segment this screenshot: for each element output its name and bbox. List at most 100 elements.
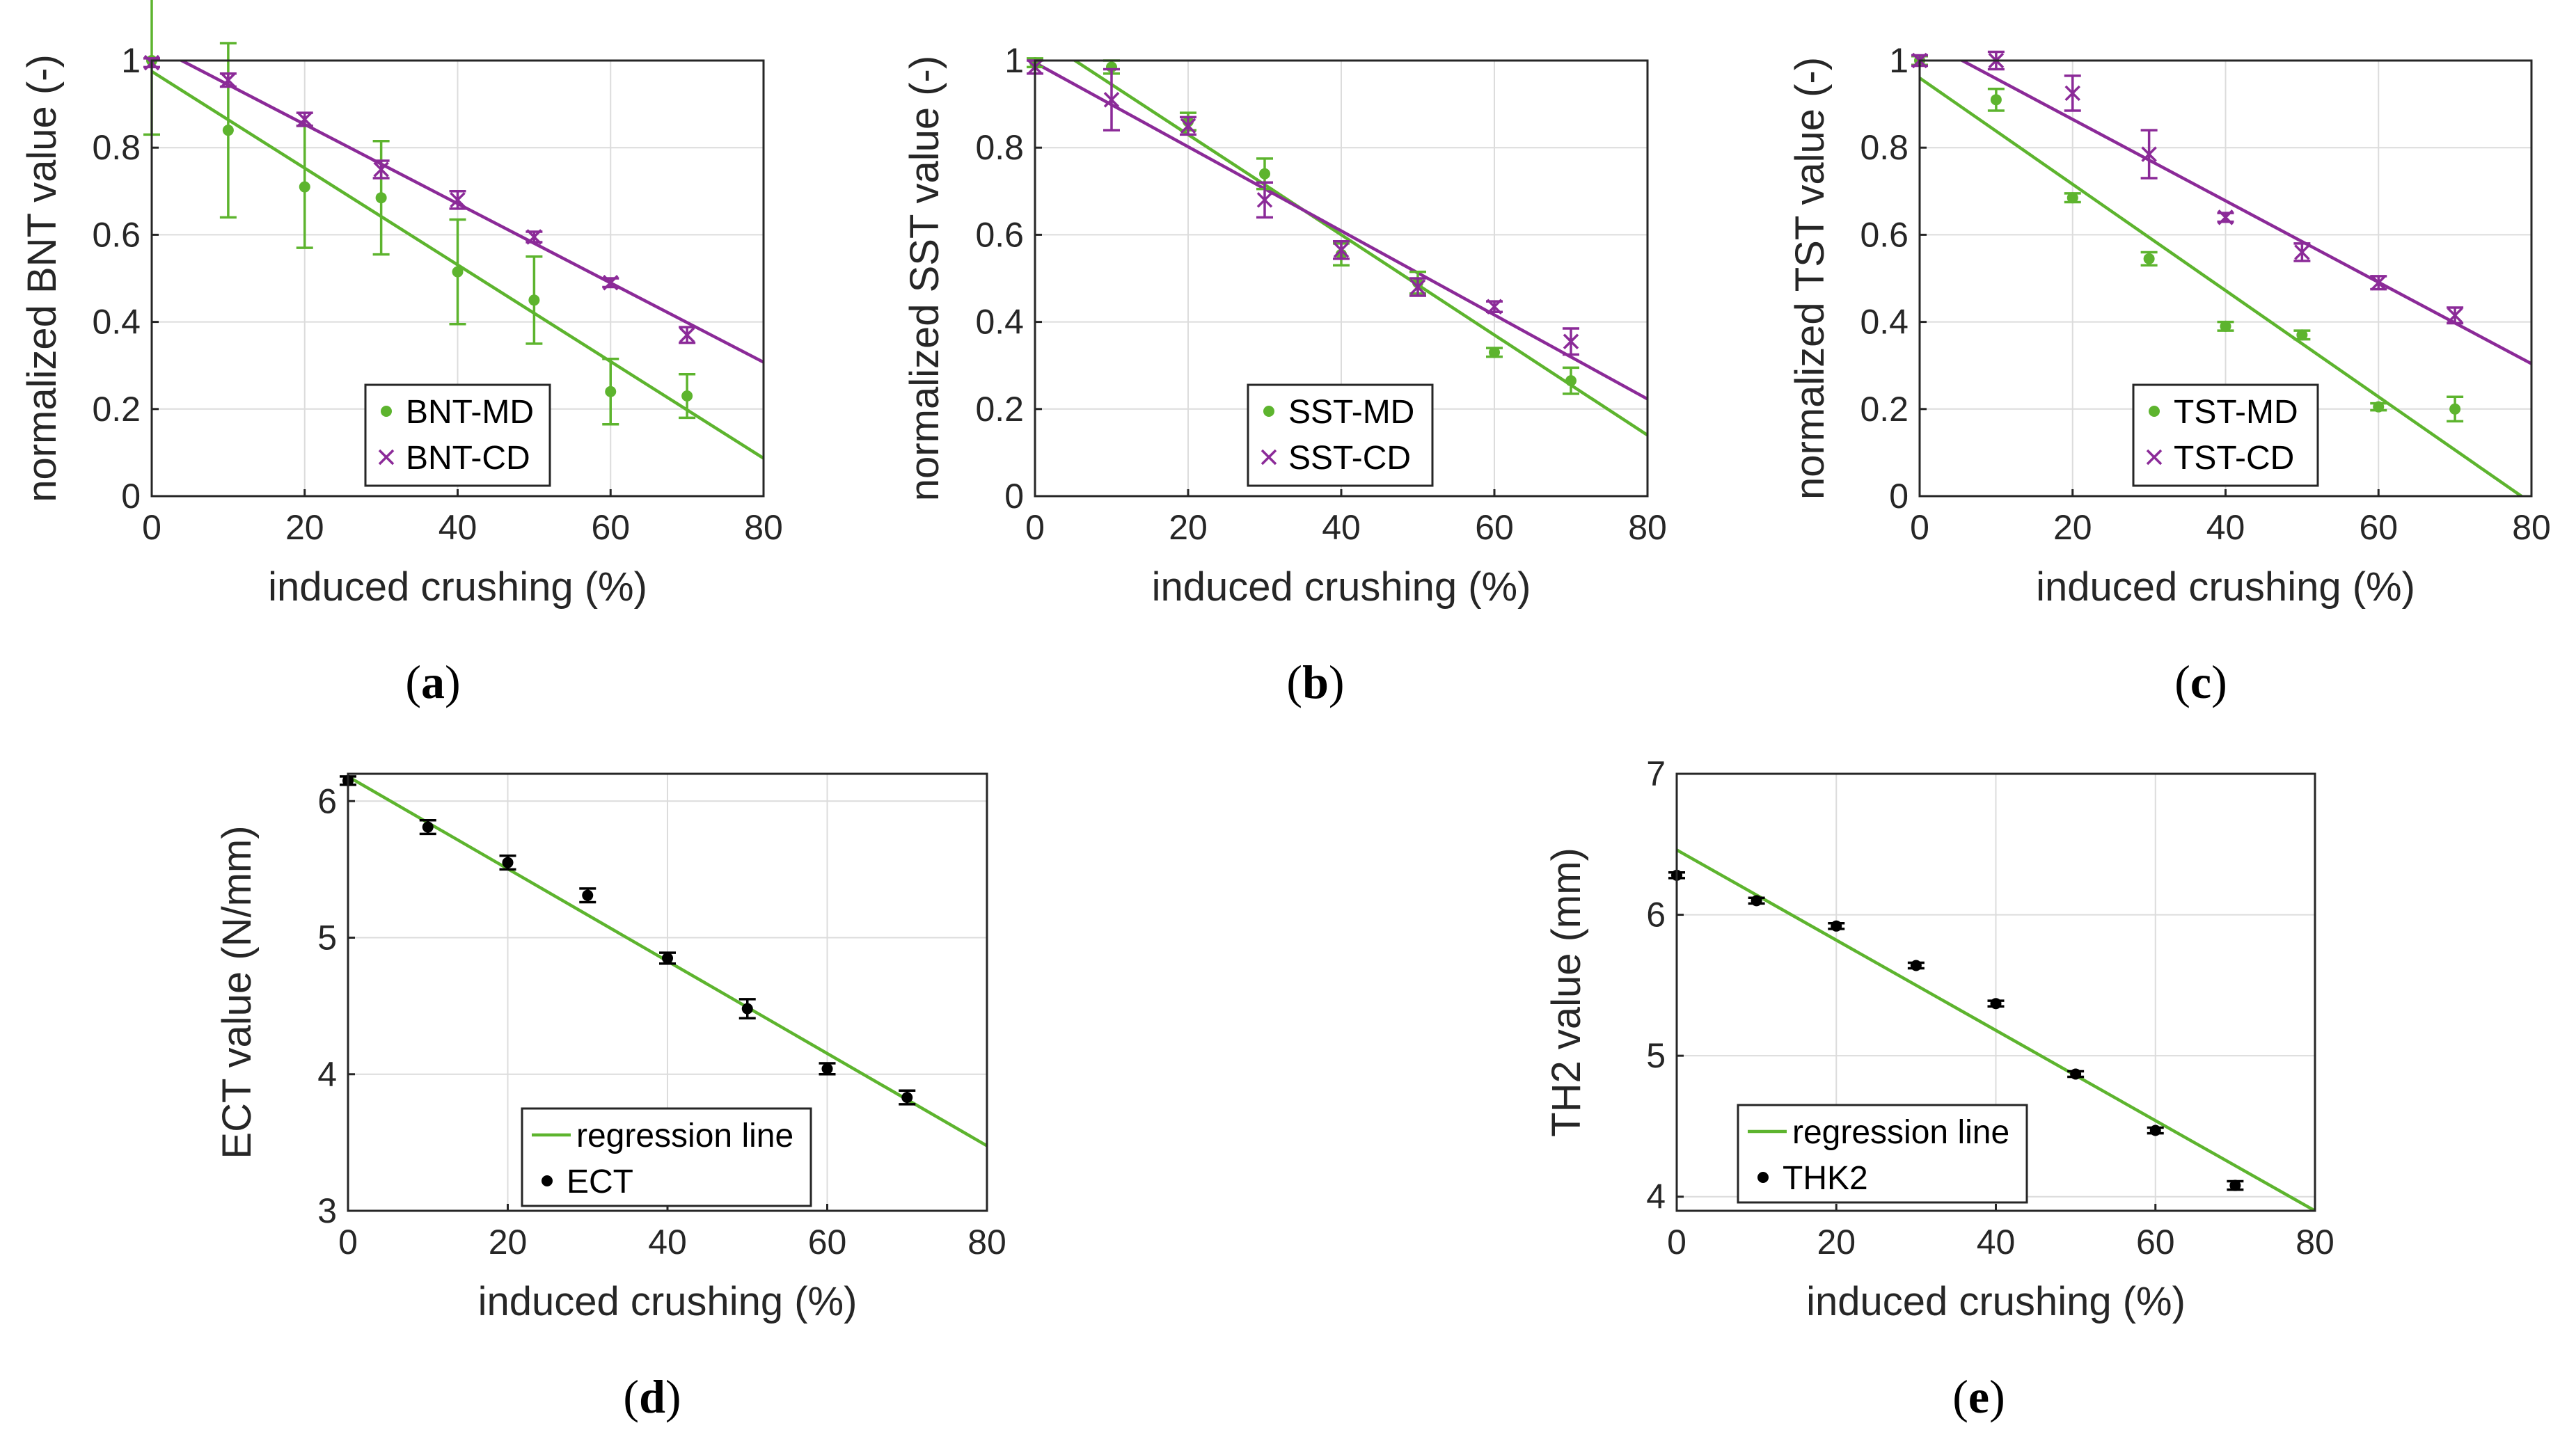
data-point-x-stroke <box>679 327 695 343</box>
data-point <box>1910 960 1922 971</box>
data-point <box>422 821 434 833</box>
data-point-x-stroke <box>2141 146 2157 162</box>
fit-line-tst-md <box>1920 77 2524 496</box>
panel-label-c: (c) <box>2174 656 2227 708</box>
legend-box <box>1737 1104 2028 1204</box>
x-tick-label: 80 <box>744 508 783 547</box>
data-point <box>1831 920 1842 932</box>
data-point-x-stroke <box>220 72 237 88</box>
chart-panel-e: 0 20 40 60 80 4 5 6 7 induced crushing (%) TH2 val… <box>1544 754 2334 1324</box>
data-point <box>1333 242 1350 258</box>
data-point <box>450 192 466 208</box>
x-tick-label: 0 <box>1667 1223 1686 1262</box>
fit-line-tst-cd <box>1959 61 2531 365</box>
data-point-x-stroke <box>2371 275 2387 291</box>
legend-entry: SST-MD <box>1263 394 1414 431</box>
y-tick-label: 0.2 <box>92 390 141 429</box>
data-point-x-stroke <box>373 161 389 177</box>
legend-label: BNT-MD <box>406 394 534 431</box>
legend-box <box>2132 383 2319 487</box>
legend-dot-swatch <box>1757 1172 1769 1183</box>
fit-lines <box>1035 61 1647 437</box>
y-tick-label: 5 <box>1646 1036 1666 1075</box>
x-axis-label: induced crushing (%) <box>268 564 647 610</box>
legend-box <box>1247 383 1434 487</box>
data-point <box>1103 92 1120 108</box>
data-point-x-stroke <box>1409 279 1426 295</box>
data-point <box>1751 895 1762 907</box>
x-tick-label: 80 <box>2512 508 2551 547</box>
legend-label: ECT <box>567 1163 633 1200</box>
x-tick-label: 60 <box>591 508 630 547</box>
data-point <box>1486 299 1503 315</box>
fit-line-sst-md <box>1072 61 1647 437</box>
legend-label: regression line <box>1792 1114 2009 1151</box>
data-point <box>2064 85 2080 102</box>
panel-label-e: (e) <box>1952 1370 2005 1423</box>
x-tick-label: 40 <box>2206 508 2245 547</box>
y-tick-label: 0 <box>1004 477 1024 516</box>
x-tick-label: 20 <box>285 508 324 547</box>
legend-label: TST-MD <box>2174 394 2298 431</box>
fit-lines <box>1920 61 2531 496</box>
legend-entry: THK2 <box>1757 1160 1868 1197</box>
y-tick-label: 0.2 <box>1860 390 1909 429</box>
x-axis-label: induced crushing (%) <box>478 1279 858 1324</box>
data-point-x-stroke <box>603 275 619 291</box>
data-point <box>2143 253 2155 264</box>
x-tick-label: 20 <box>1169 508 1208 547</box>
data-point <box>603 275 619 291</box>
data-point <box>1565 375 1577 387</box>
data-point <box>1259 168 1270 180</box>
regression-line <box>1677 848 2315 1211</box>
data-point <box>2070 1068 2082 1080</box>
series-bnt-cd <box>143 54 696 344</box>
data-point <box>1563 333 1579 350</box>
y-tick-label: 0.6 <box>92 215 141 254</box>
y-tick-label: 1 <box>1004 41 1024 80</box>
x-tick-label: 40 <box>1322 508 1361 547</box>
legend-dot-swatch <box>2149 406 2160 417</box>
data-point <box>1409 279 1426 295</box>
series-sst-cd <box>1027 59 1579 356</box>
data-point <box>2149 1125 2161 1136</box>
y-axis-label: normalized SST value (-) <box>902 56 947 501</box>
data-point <box>2229 1179 2241 1191</box>
y-tick-label: 5 <box>317 919 337 958</box>
legend-entry: regression line <box>532 1118 793 1154</box>
y-tick-label: 0 <box>1889 477 1909 516</box>
legend-label: regression line <box>576 1118 793 1154</box>
y-tick-label: 0.2 <box>975 390 1024 429</box>
data-point <box>1489 347 1500 358</box>
y-axis-label: TH2 value (mm) <box>1544 848 1589 1137</box>
data-point-x-stroke <box>2218 209 2234 225</box>
y-tick-label: 0.8 <box>92 128 141 167</box>
legend-entry: regression line <box>1748 1114 2009 1151</box>
legend-entry: TST-MD <box>2149 394 2298 431</box>
data-point <box>2373 401 2385 413</box>
chart-panel-c: 0 20 40 60 80 0 0.2 0.4 0.6 0.8 1 induced crushing … <box>1787 41 2551 610</box>
data-point <box>901 1092 913 1104</box>
data-point <box>1990 94 2002 106</box>
y-tick-label: 0.4 <box>1860 303 1909 342</box>
y-axis-label: normalized BNT value (-) <box>19 54 65 502</box>
data-point <box>741 1003 753 1015</box>
legend-label: BNT-CD <box>406 440 530 477</box>
x-tick-label: 0 <box>1910 508 1929 547</box>
x-tick-label: 20 <box>2053 508 2092 547</box>
chart-panel-a: 0 20 40 60 80 0 0.2 0.4 0.6 0.8 1 induced crushing … <box>19 0 783 610</box>
data-point <box>2371 275 2387 291</box>
data-point-x-stroke <box>297 111 313 127</box>
data-point-x-stroke <box>526 229 542 245</box>
data-point <box>2447 307 2463 324</box>
legend-label: THK2 <box>1783 1160 1868 1197</box>
legend-entry: SST-CD <box>1261 440 1411 477</box>
legend-label: SST-CD <box>1288 440 1411 477</box>
legend-box <box>364 383 551 487</box>
legend-dot-swatch <box>381 406 392 417</box>
panel-label-b: (b) <box>1286 656 1344 708</box>
data-point <box>373 161 389 177</box>
legend-box <box>521 1107 812 1207</box>
data-point <box>679 327 695 343</box>
